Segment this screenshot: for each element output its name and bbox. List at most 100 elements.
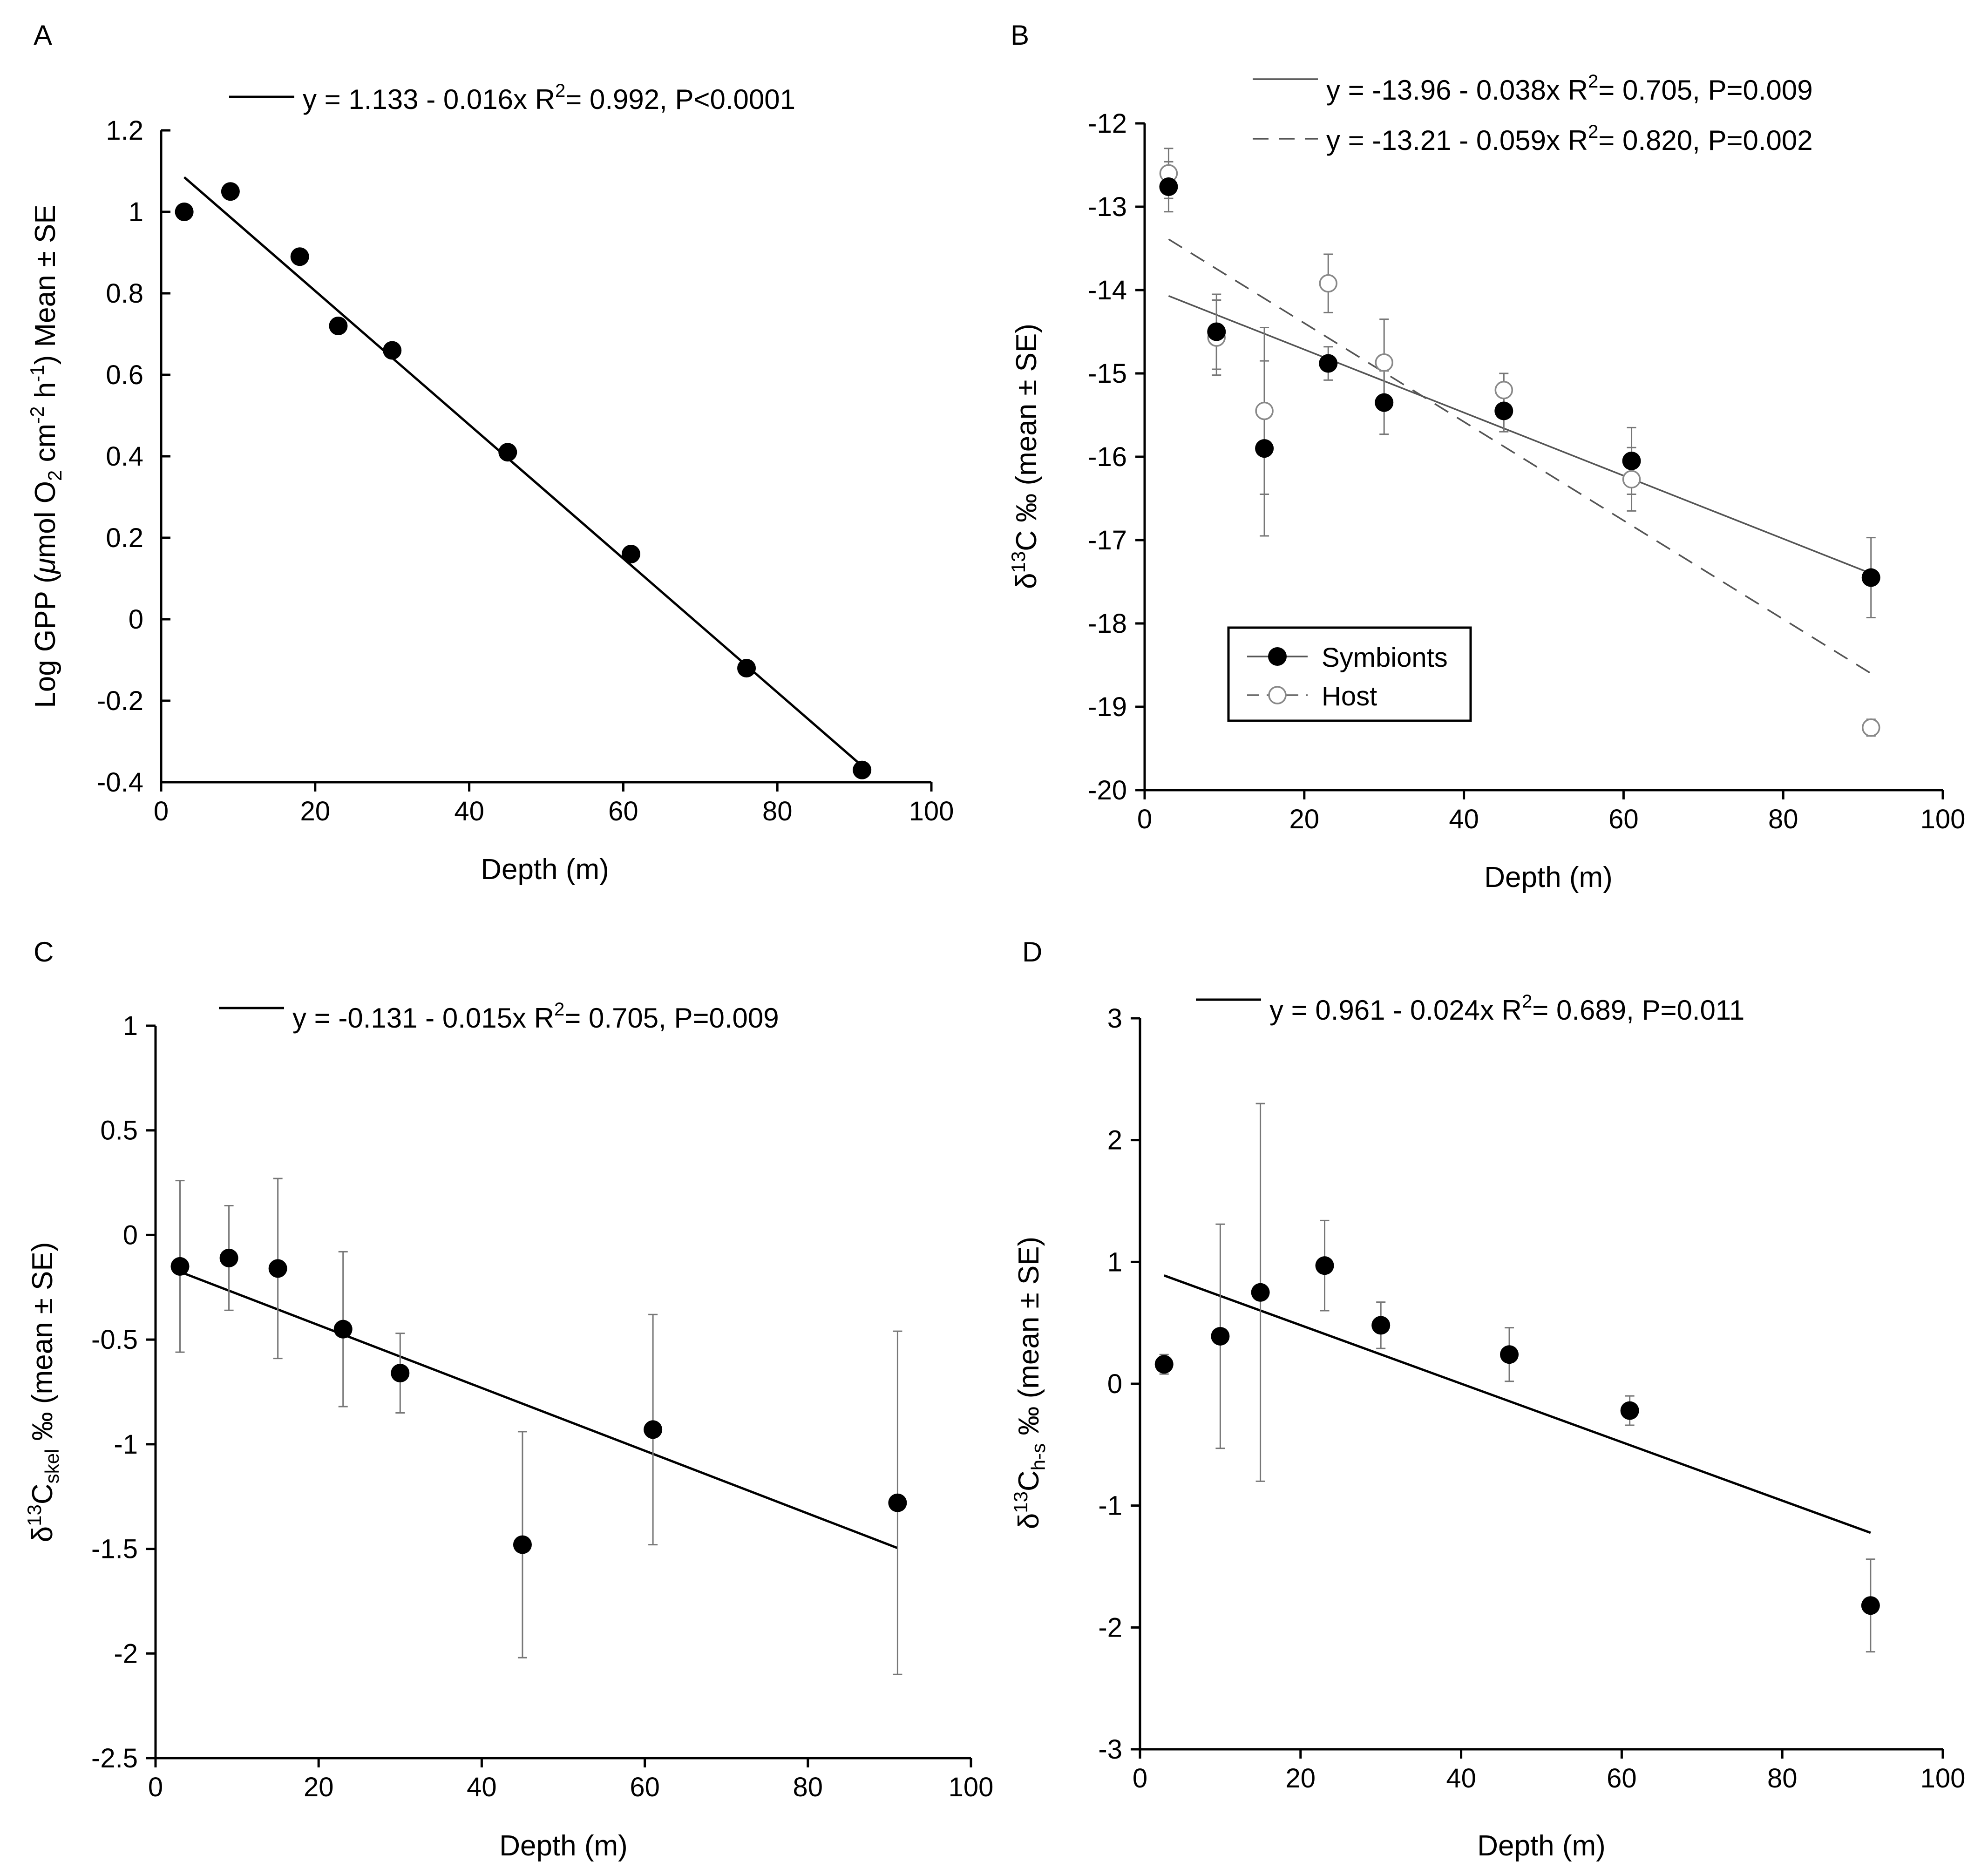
panel-c-fit-line-1	[179, 1271, 898, 1550]
panel-b-point-symbionts	[1622, 451, 1641, 470]
panel-c-x-axis-label: Depth (m)	[499, 1830, 628, 1862]
panel-c-xtick-label: 100	[949, 1772, 994, 1802]
panel-b-point-host	[1861, 718, 1880, 737]
panel-b-point-symbionts	[1861, 568, 1880, 587]
panel-b-xtick-label: 60	[1608, 804, 1639, 834]
panel-d-xtick-label: 80	[1767, 1763, 1798, 1794]
panel-a-equation-1: y = 1.133 - 0.016x R2= 0.992, P<0.0001	[303, 81, 795, 115]
panel-b-point-symbionts	[1375, 393, 1394, 412]
panel-a-xtick-label: 0	[154, 796, 169, 826]
panel-a-ytick-label: 1.2	[106, 115, 143, 146]
panel-d-xtick-label: 60	[1607, 1763, 1637, 1794]
panel-c: C -2.5 -2 -1.5 -1 -0.5 0 0.5 1 0 20 40 60 80 100 Depth …	[23, 936, 993, 1862]
panel-b-xtick-label: 0	[1137, 804, 1152, 834]
panel-b-ytick-label: -13	[1088, 192, 1127, 222]
panel-b-fit-line-2	[1168, 238, 1872, 674]
panel-b-series-legend: Symbionts Host	[1227, 626, 1472, 722]
panel-d-point-h-s	[1620, 1401, 1639, 1420]
panel-c-point-skel	[888, 1493, 907, 1512]
panel-b-ytick-label: -17	[1088, 525, 1127, 555]
panel-d-label: D	[1022, 936, 1042, 968]
panel-b-xtick-label: 20	[1289, 804, 1320, 834]
panel-d-point-h-s	[1371, 1316, 1391, 1335]
panel-a-point-gpp	[853, 760, 872, 779]
panel-d-ytick-label: 1	[1107, 1247, 1122, 1277]
panel-d-point-h-s	[1861, 1596, 1880, 1615]
panel-d-ytick-label: -2	[1098, 1612, 1122, 1643]
panel-c-point-skel	[268, 1259, 287, 1278]
panel-a-ytick-label: 0.2	[106, 523, 143, 553]
panel-a-point-gpp	[737, 659, 756, 677]
panel-c-ytick-label: -2	[114, 1638, 138, 1669]
panel-d-x-axis-label: Depth (m)	[1477, 1830, 1606, 1862]
panel-d-point-h-s	[1154, 1355, 1174, 1374]
panel-b-point-host	[1622, 470, 1641, 489]
panel-b-legend-marker-host	[1268, 686, 1287, 704]
panel-a-xtick-label: 20	[300, 796, 331, 826]
panel-a-point-gpp	[498, 443, 517, 462]
panel-b-point-symbionts	[1255, 439, 1274, 458]
panel-b-legend-label-host: Host	[1322, 681, 1377, 711]
panel-d-equation-1: y = 0.961 - 0.024x R2= 0.689, P=0.011	[1269, 991, 1744, 1026]
panel-d-ytick-label: 0	[1107, 1369, 1122, 1399]
panel-b-equation-2: y = -13.21 - 0.059x R2= 0.820, P=0.002	[1326, 122, 1813, 156]
panel-c-point-skel	[333, 1320, 353, 1339]
panel-d-xtick-label: 100	[1920, 1763, 1966, 1794]
panel-b-label: B	[1011, 20, 1029, 51]
panel-c-xtick-label: 20	[304, 1772, 334, 1802]
panel-c-point-skel	[170, 1257, 190, 1276]
panel-c-ytick-label: -0.5	[91, 1325, 138, 1355]
panel-b: B -20 -19 -18 -17 -16 -15 -14 -13 -12 0 20 40 60 80 100…	[1007, 20, 1965, 893]
panel-b-ytick-label: -16	[1088, 442, 1127, 472]
panel-a-point-gpp	[221, 182, 240, 201]
panel-c-xtick-label: 60	[630, 1772, 660, 1802]
panel-c-point-skel	[513, 1535, 532, 1554]
panel-d-xtick-label: 20	[1286, 1763, 1316, 1794]
panel-a: A -0.4 -0.2 0 0.2 0.4 0.6 0.8 1 1.2 0 20 40 60 80 100 De…	[26, 20, 954, 886]
panel-a-x-axis-label: Depth (m)	[481, 853, 609, 886]
panel-b-ytick-label: -14	[1088, 275, 1127, 305]
panel-d: D -3 -2 -1 0 1 2 3 0 20 40 60 80 100 Depth (m) δ13Ch-s …	[1010, 936, 1965, 1862]
panel-c-y-axis-label: δ13Cskel ‰ (mean ± SE)	[23, 1242, 63, 1543]
panel-c-xtick-label: 80	[793, 1772, 823, 1802]
panel-c-ytick-label: -2.5	[91, 1743, 138, 1773]
panel-c-equation-1: y = -0.131 - 0.015x R2= 0.705, P=0.009	[292, 999, 779, 1034]
panel-d-point-h-s	[1251, 1283, 1270, 1302]
panel-d-y-axis-label: δ13Ch-s ‰ (mean ± SE)	[1010, 1237, 1049, 1529]
panel-a-ytick-label: 0.4	[106, 441, 143, 472]
panel-b-legend-marker-symbionts	[1268, 647, 1287, 666]
panel-a-fit-line-1	[183, 176, 863, 767]
panel-c-ytick-label: -1	[114, 1429, 138, 1460]
panel-b-point-symbionts	[1494, 401, 1513, 420]
panel-b-fit-line-1	[1168, 295, 1872, 575]
panel-b-point-host	[1494, 381, 1513, 399]
panel-a-point-gpp	[290, 247, 309, 266]
panel-a-xtick-label: 40	[454, 796, 484, 826]
panel-d-point-h-s	[1500, 1345, 1519, 1364]
panel-b-point-symbionts	[1319, 354, 1338, 373]
panel-a-ytick-label: -0.4	[97, 767, 143, 798]
panel-b-point-symbionts	[1207, 322, 1226, 341]
panel-b-equation-1: y = -13.96 - 0.038x R2= 0.705, P=0.009	[1326, 71, 1813, 106]
panel-c-label: C	[34, 936, 54, 968]
panel-c-point-skel	[219, 1248, 238, 1267]
panel-d-ytick-label: -1	[1098, 1491, 1122, 1521]
panel-a-point-gpp	[621, 545, 640, 563]
panel-b-legend-box	[1227, 626, 1472, 722]
panel-d-ytick-label: 2	[1107, 1125, 1122, 1156]
panel-a-label: A	[34, 20, 52, 51]
panel-b-xtick-label: 80	[1768, 804, 1798, 834]
panel-c-ytick-label: 0	[123, 1220, 138, 1250]
panel-a-ytick-label: 0.6	[106, 360, 143, 390]
panel-c-ytick-label: 0.5	[100, 1116, 138, 1146]
panel-a-y-axis-label: Log GPP (μmol O2 cm-2 h-1) Mean ± SE	[26, 204, 66, 708]
panel-c-point-skel	[391, 1364, 410, 1383]
panel-a-point-gpp	[329, 317, 348, 335]
panel-b-ytick-label: -20	[1088, 775, 1127, 805]
panel-b-y-axis-label: δ13C ‰ (mean ± SE)	[1007, 324, 1043, 589]
panel-b-point-symbionts	[1159, 177, 1178, 196]
panel-a-ytick-label: -0.2	[97, 686, 143, 716]
panel-b-legend-label-symbionts: Symbionts	[1322, 643, 1448, 673]
panel-d-ytick-label: -3	[1098, 1734, 1122, 1765]
